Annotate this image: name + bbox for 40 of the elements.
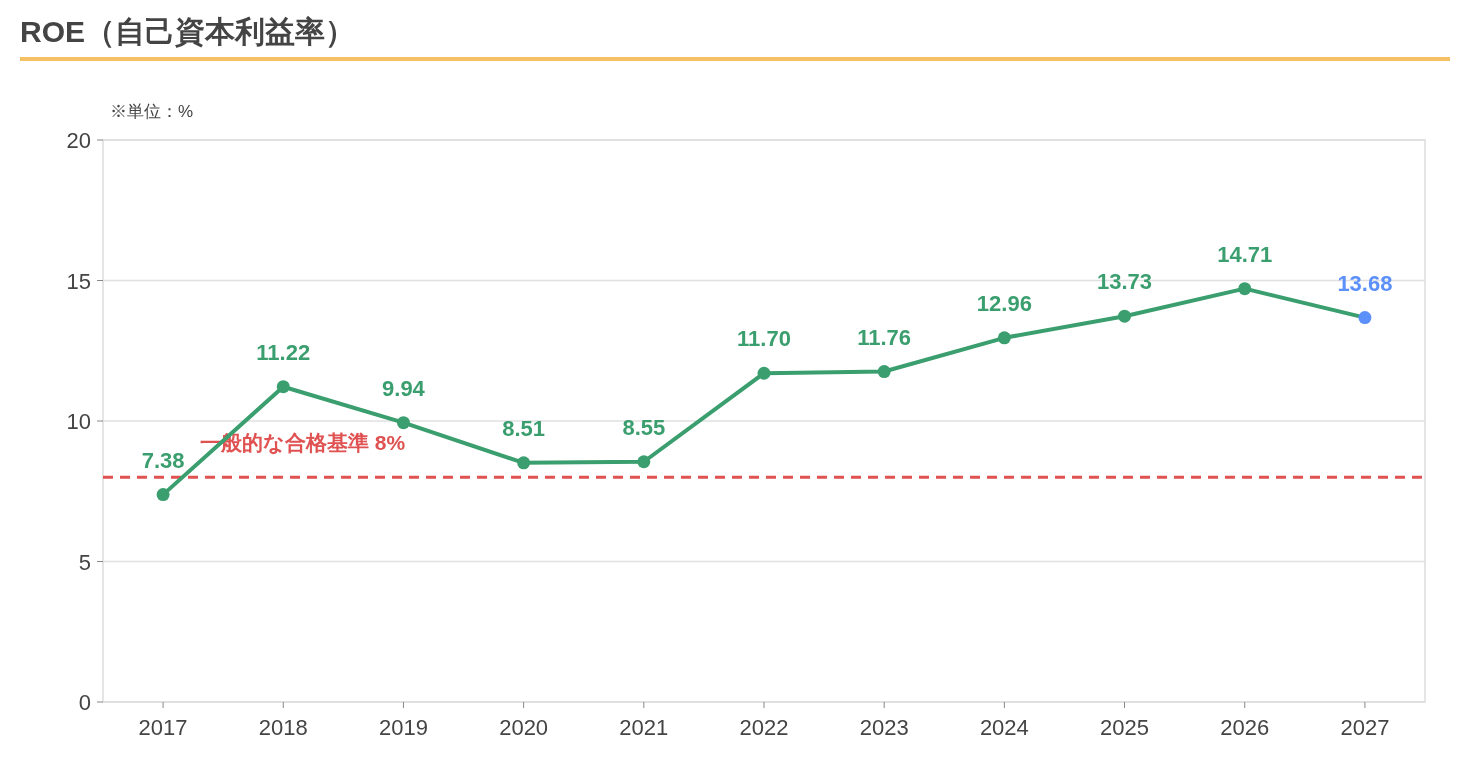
point <box>396 416 410 430</box>
y-tick-label: 10 <box>66 409 91 434</box>
point <box>877 365 891 379</box>
data-label: 8.55 <box>622 414 666 440</box>
y-tick-label: 5 <box>78 549 91 575</box>
point <box>517 456 531 470</box>
data-label: 13.73 <box>1097 269 1153 295</box>
y-tick-label: 20 <box>66 128 91 153</box>
point <box>1358 311 1372 325</box>
data-label: 12.96 <box>976 290 1032 316</box>
x-tick-label: 2025 <box>1100 715 1150 740</box>
point <box>757 366 771 380</box>
x-tick-label: 2026 <box>1220 715 1270 740</box>
point <box>1118 309 1132 323</box>
data-label: 11.70 <box>737 326 791 352</box>
x-tick-label: 2024 <box>979 715 1029 740</box>
y-tick-label: 0 <box>78 690 91 715</box>
x-tick-label: 2020 <box>499 715 549 740</box>
chart-title: ROE（自己資本利益率） <box>20 15 356 48</box>
data-label: 11.22 <box>256 339 311 365</box>
x-tick-label: 2027 <box>1340 715 1390 740</box>
data-label: 7.38 <box>141 447 185 473</box>
x-tick-label: 2018 <box>258 715 308 740</box>
point <box>997 331 1011 345</box>
y-tick-label: 15 <box>66 268 91 294</box>
x-tick-label: 2019 <box>378 715 428 740</box>
point <box>637 455 651 469</box>
point <box>276 380 290 394</box>
x-tick-label: 2017 <box>138 715 188 740</box>
x-tick-label: 2022 <box>739 715 789 740</box>
data-label: 13.68 <box>1337 270 1393 296</box>
data-label: 11.76 <box>857 324 912 350</box>
x-tick-label: 2021 <box>619 715 669 740</box>
data-label: 9.94 <box>382 375 426 401</box>
data-label: 14.71 <box>1217 241 1273 267</box>
data-label: 8.51 <box>502 415 546 441</box>
point <box>156 488 170 502</box>
text: ※単位：% <box>110 102 194 121</box>
point <box>1238 282 1252 296</box>
x-tick-label: 2023 <box>859 715 909 740</box>
